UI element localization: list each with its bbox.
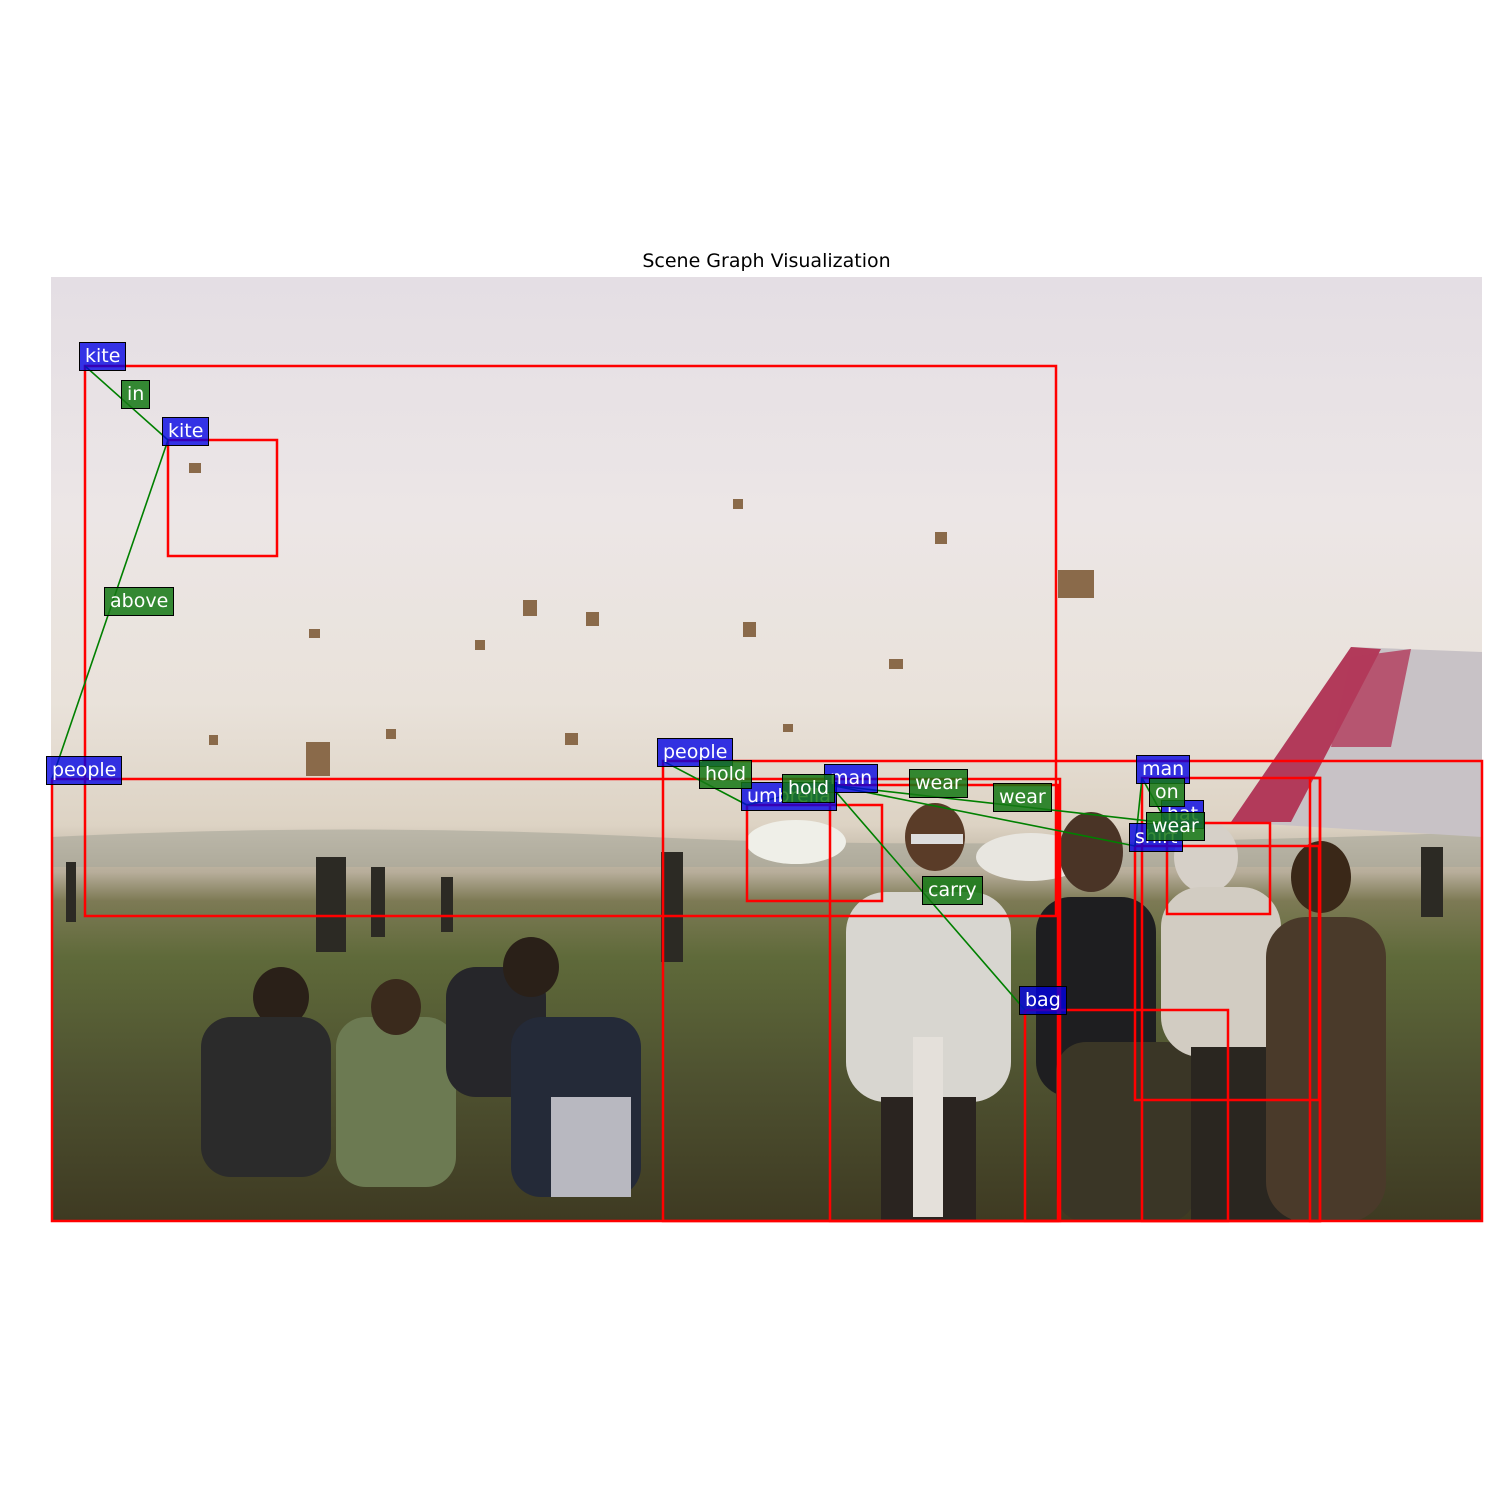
relation-wear-right: wear	[1146, 812, 1205, 841]
scene-illustration	[51, 463, 1482, 1222]
woman-right	[1266, 841, 1386, 1222]
scene-photo	[51, 277, 1482, 1222]
figure-title: Scene Graph Visualization	[642, 250, 891, 272]
relation-in: in	[121, 380, 151, 409]
label-people-left: people	[46, 756, 123, 785]
relation-wear-hat: wear	[909, 769, 968, 798]
kites-in-sky	[189, 463, 1094, 776]
label-kite-large: kite	[79, 342, 127, 371]
relation-wear-shirt: wear	[993, 783, 1052, 812]
relation-on: on	[1149, 778, 1185, 807]
relation-hold-people: hold	[699, 760, 753, 789]
seated-group	[201, 937, 641, 1197]
relation-hold-man: hold	[782, 774, 836, 803]
relation-above: above	[104, 587, 175, 616]
relation-carry: carry	[922, 876, 983, 905]
label-kite-small: kite	[162, 417, 210, 446]
label-bag: bag	[1019, 986, 1067, 1015]
label-people-right: people	[657, 738, 734, 767]
umbrella-shape	[746, 820, 846, 864]
